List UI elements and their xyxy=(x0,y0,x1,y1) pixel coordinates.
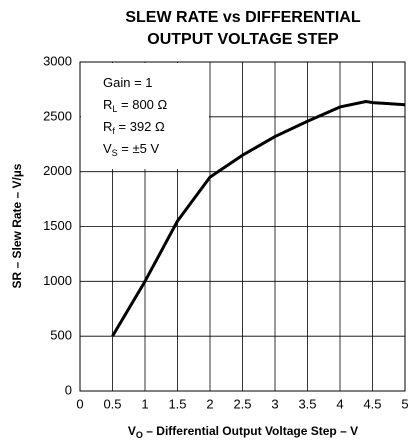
annotation-text: R xyxy=(103,119,112,134)
x-tick-label: 3.5 xyxy=(298,396,316,411)
x-tick-label: 4.5 xyxy=(363,396,381,411)
annotation-rest: = 800 Ω xyxy=(117,97,167,112)
annotation-text: V xyxy=(103,141,112,156)
x-tick-label: 5 xyxy=(401,396,408,411)
annotation-box xyxy=(81,63,209,169)
x-tick-label: 4 xyxy=(336,396,343,411)
y-tick-label: 1500 xyxy=(43,218,72,233)
x-tick-label: 0.5 xyxy=(103,396,121,411)
y-tick-label: 2000 xyxy=(43,163,72,178)
chart-title: SLEW RATE vs DIFFERENTIAL xyxy=(125,9,360,26)
y-tick-label: 3000 xyxy=(43,53,72,68)
x-tick-label: 0 xyxy=(76,396,83,411)
x-tick-label: 2 xyxy=(206,396,213,411)
data-line xyxy=(111,99,406,337)
x-axis-label-sub: O xyxy=(136,430,143,440)
annotation-text: R xyxy=(103,97,112,112)
x-tick-label: 1 xyxy=(141,396,148,411)
annotation-sub: f xyxy=(112,126,115,136)
annotation-sub: L xyxy=(112,104,117,114)
x-tick-label: 2.5 xyxy=(233,396,251,411)
x-tick-label: 3 xyxy=(271,396,278,411)
x-tick-label: 1.5 xyxy=(168,396,186,411)
annotation-rest: = 392 Ω xyxy=(115,119,165,134)
y-tick-label: 500 xyxy=(50,328,72,343)
annotation: Rf = 392 Ω xyxy=(103,119,165,136)
y-axis-label: SR – Slew Rate – V/µs xyxy=(10,163,24,288)
y-tick-label: 1000 xyxy=(43,273,72,288)
annotation: VS = ±5 V xyxy=(103,141,159,158)
annotation: Gain = 1 xyxy=(103,75,153,90)
x-axis-label: VO – Differential Output Voltage Step – … xyxy=(128,424,358,440)
annotation-text: Gain = 1 xyxy=(103,75,153,90)
annotation: RL = 800 Ω xyxy=(103,97,168,114)
annotation-sub: S xyxy=(112,148,118,158)
annotation-rest: = ±5 V xyxy=(118,141,160,156)
x-axis-label-rest: – Differential Output Voltage Step – V xyxy=(143,424,358,438)
plot-frame xyxy=(79,61,406,392)
chart-title: OUTPUT VOLTAGE STEP xyxy=(147,31,339,48)
y-tick-label: 2500 xyxy=(43,108,72,123)
x-axis-label-main: V xyxy=(128,424,136,438)
y-tick-label: 0 xyxy=(65,382,72,397)
